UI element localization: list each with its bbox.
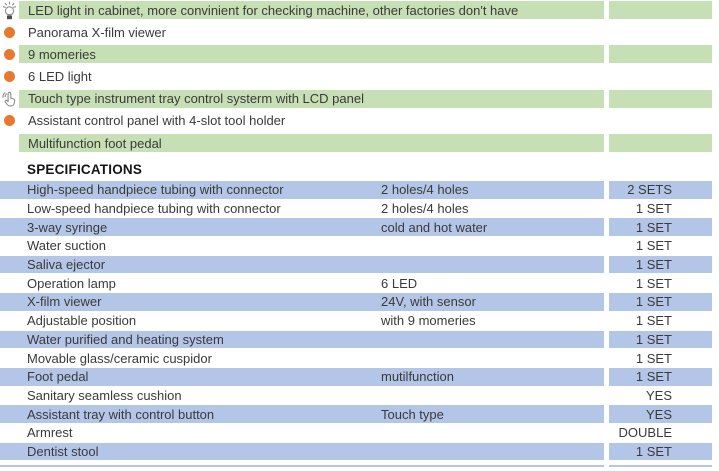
spec-detail: with 9 momeries [381,313,476,329]
bullet-dot-icon [4,48,15,60]
spec-row: Sanitary seamless cushion YES [0,387,719,405]
spec-detail: mutilfunction [381,369,454,385]
spec-name: Dentist stool [27,443,99,459]
spec-detail: 2 holes/4 holes [381,201,469,217]
feature-row: LED light in cabinet, more convinient fo… [0,1,719,19]
feature-label: Assistant control panel with 4-slot tool… [28,113,286,129]
feature-row: Multifunction foot pedal [0,134,719,153]
spec-row: X-film viewer 24V, with sensor 1 SET [0,293,719,311]
spec-qty: 1 SET [635,294,672,310]
spec-name: Foot pedal [27,369,89,385]
spec-qty: 1 SET [635,331,672,347]
spec-row: Assistant tray with control button Touch… [0,405,719,423]
spec-detail: 2 holes/4 holes [381,182,469,198]
spec-qty: 1 SET [635,350,672,366]
spec-row: Water purified and heating system 1 SET [0,330,719,349]
feature-label: Panorama X-film viewer [28,24,166,40]
spec-qty: 1 SET [635,201,672,217]
feature-row: 6 LED light [0,68,719,86]
spec-detail: 6 LED [381,275,418,291]
spec-qty: YES [645,406,672,422]
spec-row: High-speed handpiece tubing with connect… [0,181,719,199]
bullet-dot-icon [4,71,15,83]
spec-qty: 1 SET [635,369,672,385]
spec-name: Armrest [27,425,73,441]
spec-name: Water purified and heating system [27,331,224,347]
feature-label: Multifunction foot pedal [28,135,162,151]
spec-qty: 1 SET [635,257,672,273]
feature-label: 9 momeries [28,46,96,62]
spec-name: Water suction [27,238,106,254]
spec-qty: 1 SET [635,238,672,254]
table-bottom-border [0,464,719,468]
spec-qty: DOUBLE [618,425,672,441]
bulb-icon [2,1,17,19]
spec-name: High-speed handpiece tubing with connect… [27,182,284,198]
spec-row: Dentist stool 1 SET [0,442,719,461]
feature-label: LED light in cabinet, more convinient fo… [28,2,519,18]
spec-row: Operation lamp 6 LED 1 SET [0,274,719,292]
specifications-heading: SPECIFICATIONS [27,162,143,177]
spec-detail: cold and hot water [381,219,488,235]
spec-row: Foot pedal mutilfunction 1 SET [0,367,719,386]
spec-name: Saliva ejector [27,257,106,273]
touch-icon [2,92,16,107]
spec-row: Water suction 1 SET [0,237,719,255]
spec-name: X-film viewer [27,294,102,310]
feature-row: Touch type instrument tray control syste… [0,89,719,108]
spec-name: Operation lamp [27,275,116,291]
spec-qty: 1 SET [635,219,672,235]
feature-row: Panorama X-film viewer [0,23,719,41]
spec-name: 3-way syringe [27,219,108,235]
spec-row: 3-way syringe cold and hot water 1 SET [0,218,719,237]
bullet-dot-icon [4,26,15,38]
feature-label: Touch type instrument tray control syste… [28,91,364,107]
spec-row: Low-speed handpiece tubing with connecto… [0,200,719,218]
spec-name: Low-speed handpiece tubing with connecto… [27,201,281,217]
spec-row: Movable glass/ceramic cuspidor 1 SET [0,349,719,367]
spec-detail: 24V, with sensor [381,294,476,310]
feature-row: 9 momeries [0,45,719,64]
feature-list: LED light in cabinet, more convinient fo… [0,1,719,156]
feature-row: Assistant control panel with 4-slot tool… [0,112,719,130]
spec-row: Adjustable position with 9 momeries 1 SE… [0,312,719,330]
spec-qty: 1 SET [635,313,672,329]
spec-name: Assistant tray with control button [27,406,215,422]
spec-qty: 1 SET [635,275,672,291]
spec-qty: 2 SETS [627,182,672,198]
spec-detail: Touch type [381,406,444,422]
spec-table: High-speed handpiece tubing with connect… [0,181,719,461]
spec-qty: 1 SET [635,443,672,459]
feature-label: 6 LED light [28,69,92,85]
bullet-dot-icon [4,115,15,127]
spec-row: Armrest DOUBLE [0,424,719,442]
spec-name: Adjustable position [27,313,137,329]
spec-row: Saliva ejector 1 SET [0,255,719,274]
spec-name: Movable glass/ceramic cuspidor [27,350,212,366]
spec-qty: YES [645,387,672,403]
spec-name: Sanitary seamless cushion [27,387,182,403]
